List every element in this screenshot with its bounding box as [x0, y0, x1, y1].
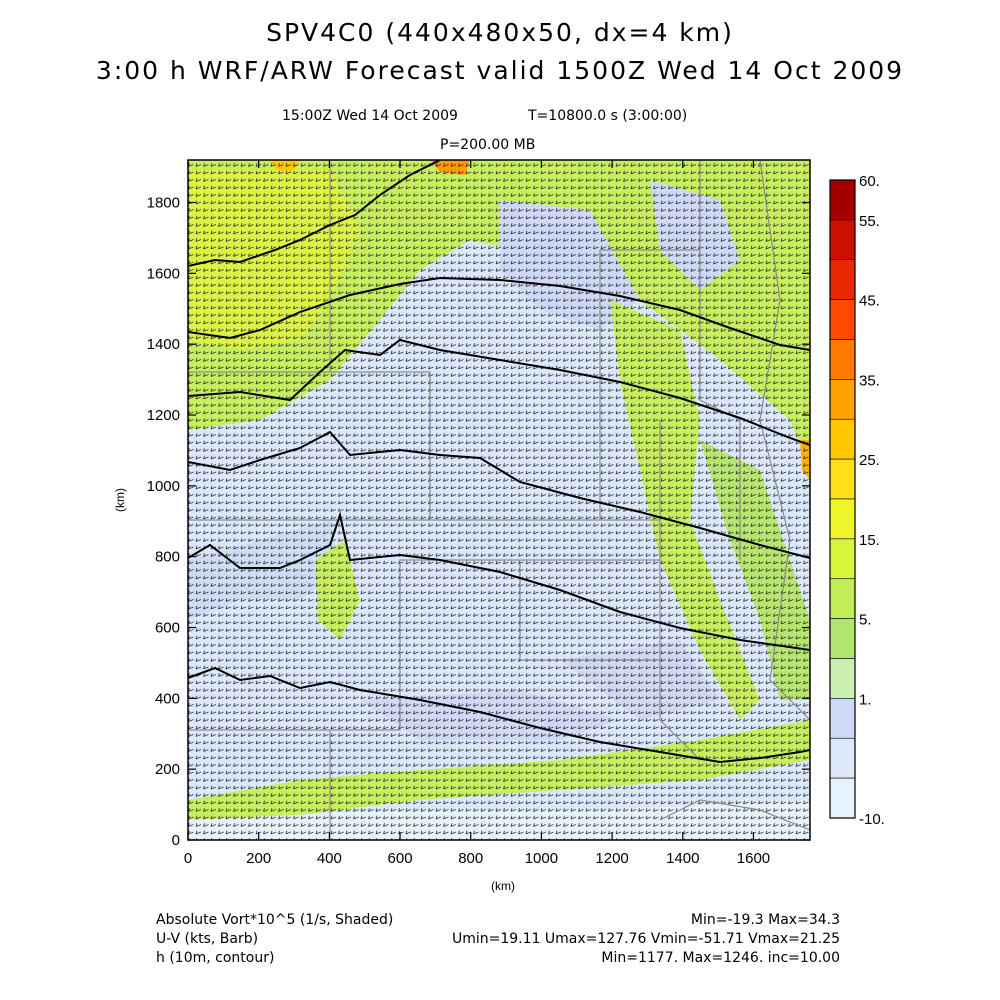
y-tick-label: 600	[155, 620, 180, 637]
y-tick-label: 1800	[147, 195, 180, 212]
field1-stats: Min=-19.3 Max=34.3	[690, 912, 840, 928]
colorbar-label: 35.	[859, 372, 880, 389]
x-tick-label: 600	[388, 850, 413, 867]
x-tick-label: 1200	[595, 850, 628, 867]
colorbar-swatch	[829, 458, 856, 500]
field3-name: h (10m, contour)	[156, 950, 275, 966]
vorticity-shading	[188, 160, 810, 840]
y-tick-label: 800	[155, 549, 180, 566]
y-tick-label: 400	[155, 690, 180, 707]
x-tick-label: 1000	[525, 850, 558, 867]
colorbar-swatch	[829, 339, 856, 380]
colorbar-label: -10.	[859, 811, 885, 828]
colorbar-label: 5.	[859, 612, 872, 629]
y-tick-label: 1400	[147, 336, 180, 353]
state-borders	[188, 160, 810, 840]
colorbar-label: 55.	[859, 213, 880, 230]
axes: 0 200 400 600 800 1000 1200 1400 1600 0 200 400 600 8…	[113, 160, 810, 893]
colorbar-label: 45.	[859, 293, 880, 310]
colorbar-swatch	[829, 578, 856, 619]
colorbar-label: 25.	[859, 452, 880, 469]
height-contours	[188, 160, 810, 764]
colorbar-swatch	[829, 737, 856, 779]
colorbar-swatch	[829, 498, 856, 540]
colorbar-swatch	[829, 299, 856, 340]
x-tick-label: 1400	[666, 850, 699, 867]
colorbar-swatch	[829, 219, 856, 261]
colorbar-swatch	[829, 538, 856, 580]
x-tick-label: 1600	[737, 850, 770, 867]
colorbar-swatch	[829, 698, 856, 739]
valid-time: 15:00Z Wed 14 Oct 2009	[282, 108, 458, 124]
field2-stats: Umin=19.11 Umax=127.76 Vmin=-51.71 Vmax=…	[451, 931, 840, 947]
y-tick-label: 1600	[147, 265, 180, 282]
colorbar-label: 1.	[859, 691, 872, 708]
colorbar-swatch	[829, 777, 856, 819]
x-tick-label: 200	[246, 850, 271, 867]
y-tick-label: 0	[172, 832, 180, 849]
plot-frame	[187, 159, 811, 841]
colorbar-label: 60.	[859, 173, 880, 190]
colorbar: 60. 55. 45. 35. 25. 15. 5. 1. -10.	[829, 173, 885, 828]
colorbar-label: 15.	[859, 532, 880, 549]
x-tick-label: 400	[317, 850, 342, 867]
colorbar-frame	[829, 179, 856, 819]
colorbar-swatch	[829, 418, 856, 460]
title-line-1: SPV4C0 (440x480x50, dx=4 km)	[266, 18, 734, 47]
y-axis-label: (km)	[113, 488, 127, 512]
colorbar-swatch	[829, 259, 856, 300]
y-tick-label: 1200	[147, 407, 180, 424]
simulation-time: T=10800.0 s (3:00:00)	[528, 108, 688, 124]
x-axis-label: (km)	[491, 879, 515, 893]
pressure-level: P=200.00 MB	[440, 137, 536, 153]
colorbar-swatch	[829, 179, 856, 221]
field3-stats: Min=1177. Max=1246. inc=10.00	[601, 950, 840, 966]
field1-name: Absolute Vort*10^5 (1/s, Shaded)	[156, 912, 394, 928]
y-tick-label: 1000	[147, 478, 180, 495]
y-tick-label: 200	[155, 761, 180, 778]
colorbar-swatch	[829, 658, 856, 699]
colorbar-swatch	[829, 379, 856, 420]
colorbar-swatch	[829, 618, 856, 659]
field2-name: U-V (kts, Barb)	[156, 931, 259, 947]
x-tick-label: 800	[458, 850, 483, 867]
title-line-2: 3:00 h WRF/ARW Forecast valid 1500Z Wed …	[95, 56, 905, 85]
x-tick-label: 0	[184, 850, 192, 867]
